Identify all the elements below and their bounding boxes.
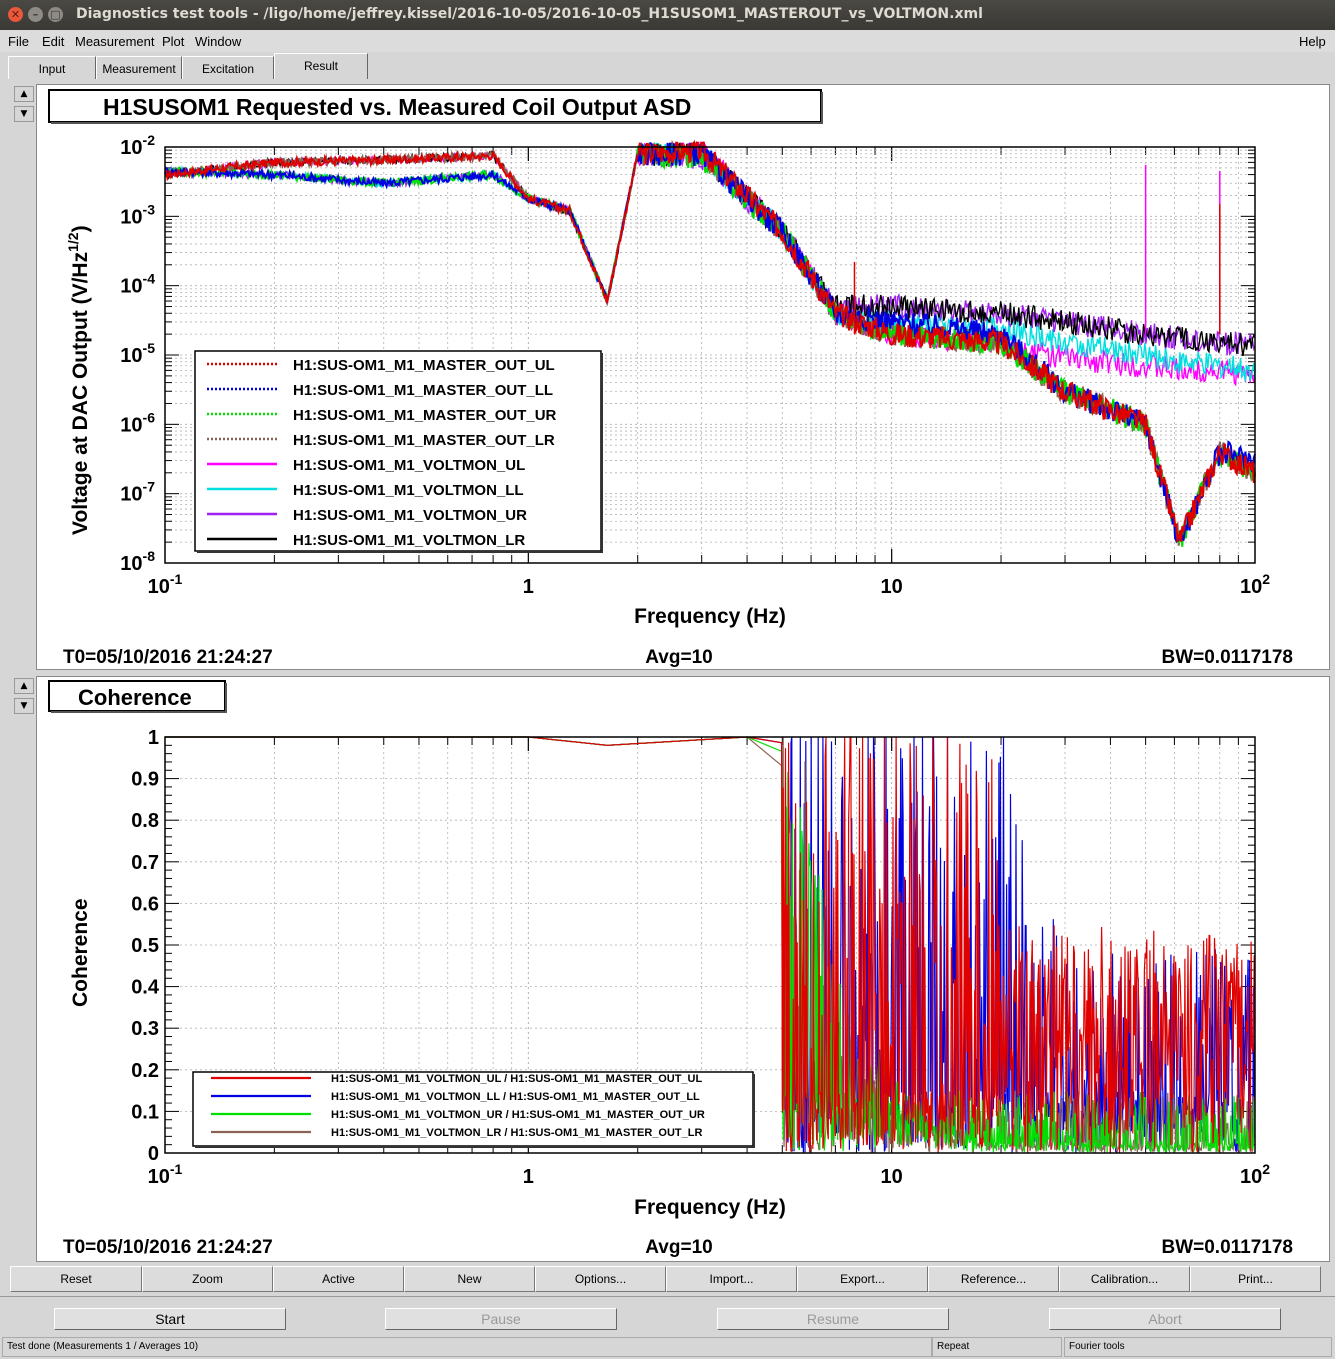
asd-plot-pad[interactable]: H1SUSOM1 Requested vs. Measured Coil Out…: [36, 84, 1330, 670]
options-button[interactable]: Options...: [535, 1266, 666, 1292]
window-title: Diagnostics test tools - /ligo/home/jeff…: [76, 6, 983, 22]
asd-avg: Avg=10: [645, 647, 712, 668]
coherence-x-tick-label: 102: [1240, 1161, 1270, 1188]
active-button[interactable]: Active: [273, 1266, 404, 1292]
tab-result[interactable]: Result: [274, 53, 368, 79]
coherence-plot: Coherence 0 0.1 0.2 0.3 0.4 0.5 0.6 0.7 0.8 0.9 1 1…: [48, 680, 1293, 1258]
coherence-y-tick-label: 0.5: [131, 935, 159, 957]
coherence-x-tick-label: 10: [881, 1166, 903, 1188]
menu-window[interactable]: Window: [195, 34, 242, 49]
plot-toolbar: Reset Zoom Active New Options... Import.…: [8, 1266, 1329, 1292]
coherence-t0: T0=05/10/2016 21:24:27: [63, 1237, 273, 1258]
pad-down-arrow-icon[interactable]: ▼: [14, 106, 34, 122]
maximize-window-icon[interactable]: □: [48, 7, 63, 22]
coherence-y-tick-label: 0.9: [131, 769, 159, 791]
menu-plot[interactable]: Plot: [162, 34, 185, 49]
start-button[interactable]: Start: [54, 1308, 286, 1330]
pad-up-arrow-icon[interactable]: ▲: [14, 86, 34, 102]
coherence-xlabel: Frequency (Hz): [634, 1196, 786, 1219]
coherence-legend-label: H1:SUS-OM1_M1_VOLTMON_LL / H1:SUS-OM1_M1…: [331, 1091, 700, 1103]
coherence-y-tick-label: 0.2: [131, 1060, 159, 1082]
asd-frame: [164, 146, 1256, 564]
coherence-y-tick-label: 0.6: [131, 893, 159, 915]
status-message: Test done (Measurements 1 / Averages 10): [2, 1337, 932, 1357]
menu-measurement[interactable]: Measurement: [75, 34, 155, 49]
asd-bw: BW=0.0117178: [1161, 647, 1293, 668]
pad2-down-arrow-icon[interactable]: ▼: [14, 698, 34, 714]
tab-excitation[interactable]: Excitation: [182, 56, 274, 79]
minimize-window-icon[interactable]: –: [28, 7, 43, 22]
asd-legend-label: H1:SUS-OM1_M1_VOLTMON_LL: [293, 482, 524, 499]
menu-bar: File Edit Measurement Plot Window Help: [0, 30, 1335, 52]
asd-legend-label: H1:SUS-OM1_M1_MASTER_OUT_UL: [293, 357, 555, 374]
asd-series-line: [164, 139, 1256, 543]
asd-y-tick-label: 10-5: [120, 340, 155, 367]
asd-y-tick-label: 10-3: [120, 201, 155, 228]
asd-x-tick-label: 10: [881, 576, 903, 598]
asd-x-tick-label: 10-1: [148, 571, 183, 598]
coherence-frame: [164, 736, 1256, 1154]
asd-plot: H1SUSOM1 Requested vs. Measured Coil Out…: [48, 89, 1293, 668]
status-mode: Repeat: [932, 1337, 1062, 1357]
asd-x-tick-label: 102: [1240, 571, 1270, 598]
status-bar: Test done (Measurements 1 / Averages 10)…: [0, 1337, 1335, 1357]
import-button[interactable]: Import...: [666, 1266, 797, 1292]
separator: [0, 1296, 1335, 1297]
coherence-x-tick-label: 1: [523, 1166, 534, 1188]
menu-help[interactable]: Help: [1299, 34, 1326, 49]
coherence-ylabel: Coherence: [69, 898, 92, 1007]
coherence-plot-pad[interactable]: Coherence 0 0.1 0.2 0.3 0.4 0.5 0.6 0.7 0.8 0.9 1 1…: [36, 676, 1330, 1262]
status-tool: Fourier tools: [1064, 1337, 1332, 1357]
asd-xlabel: Frequency (Hz): [634, 605, 786, 628]
resume-button[interactable]: Resume: [717, 1308, 949, 1330]
coherence-legend-label: H1:SUS-OM1_M1_VOLTMON_UR / H1:SUS-OM1_M1…: [331, 1109, 705, 1121]
coherence-avg: Avg=10: [645, 1237, 712, 1258]
coherence-y-tick-label: 0.8: [131, 810, 159, 832]
asd-legend-label: H1:SUS-OM1_M1_MASTER_OUT_UR: [293, 407, 557, 424]
abort-button[interactable]: Abort: [1049, 1308, 1281, 1330]
coherence-y-tick-label: 0.3: [131, 1018, 159, 1040]
reference-button[interactable]: Reference...: [928, 1266, 1059, 1292]
coherence-y-tick-label: 0.1: [131, 1101, 159, 1123]
asd-legend-label: H1:SUS-OM1_M1_VOLTMON_UL: [293, 457, 525, 474]
tab-measurement[interactable]: Measurement: [96, 56, 182, 79]
new-button[interactable]: New: [404, 1266, 535, 1292]
coherence-title: Coherence: [78, 685, 192, 710]
calibration-button[interactable]: Calibration...: [1059, 1266, 1190, 1292]
asd-y-tick-label: 10-7: [120, 479, 155, 506]
coherence-legend-label: H1:SUS-OM1_M1_VOLTMON_LR / H1:SUS-OM1_M1…: [331, 1127, 702, 1139]
coherence-legend-label: H1:SUS-OM1_M1_VOLTMON_UL / H1:SUS-OM1_M1…: [331, 1073, 702, 1085]
menu-edit[interactable]: Edit: [42, 34, 65, 49]
asd-y-tick-label: 10-8: [120, 548, 155, 575]
asd-y-tick-label: 10-2: [120, 132, 155, 159]
asd-y-tick-label: 10-4: [120, 271, 155, 298]
coherence-y-tick-label: 0.7: [131, 852, 159, 874]
close-window-icon[interactable]: ✕: [8, 7, 23, 22]
coherence-x-tick-label: 10-1: [148, 1161, 183, 1188]
asd-legend-box: [194, 350, 602, 552]
asd-t0: T0=05/10/2016 21:24:27: [63, 647, 273, 668]
asd-legend-label: H1:SUS-OM1_M1_MASTER_OUT_LL: [293, 382, 553, 399]
asd-y-tick-label: 10-6: [120, 409, 155, 436]
coherence-y-tick-label: 1: [148, 727, 159, 749]
coherence-bw: BW=0.0117178: [1161, 1237, 1293, 1258]
export-button[interactable]: Export...: [797, 1266, 928, 1292]
pause-button[interactable]: Pause: [385, 1308, 617, 1330]
pad2-up-arrow-icon[interactable]: ▲: [14, 678, 34, 694]
zoom-button[interactable]: Zoom: [142, 1266, 273, 1292]
asd-ylabel: Voltage at DAC Output (V/Hz1/2): [65, 225, 92, 535]
asd-legend-label: H1:SUS-OM1_M1_VOLTMON_LR: [293, 532, 525, 549]
menu-file[interactable]: File: [8, 34, 29, 49]
coherence-y-tick-label: 0.4: [131, 977, 160, 999]
tab-input[interactable]: Input: [8, 56, 96, 79]
asd-x-tick-label: 1: [523, 576, 534, 598]
asd-legend-label: H1:SUS-OM1_M1_VOLTMON_UR: [293, 507, 527, 524]
coherence-y-tick-label: 0: [148, 1143, 159, 1165]
window-titlebar: ✕ – □ Diagnostics test tools - /ligo/home/…: [0, 0, 1335, 30]
reset-button[interactable]: Reset: [10, 1266, 142, 1292]
asd-title: H1SUSOM1 Requested vs. Measured Coil Out…: [103, 94, 691, 120]
asd-legend-label: H1:SUS-OM1_M1_MASTER_OUT_LR: [293, 432, 555, 449]
print-button[interactable]: Print...: [1190, 1266, 1321, 1292]
